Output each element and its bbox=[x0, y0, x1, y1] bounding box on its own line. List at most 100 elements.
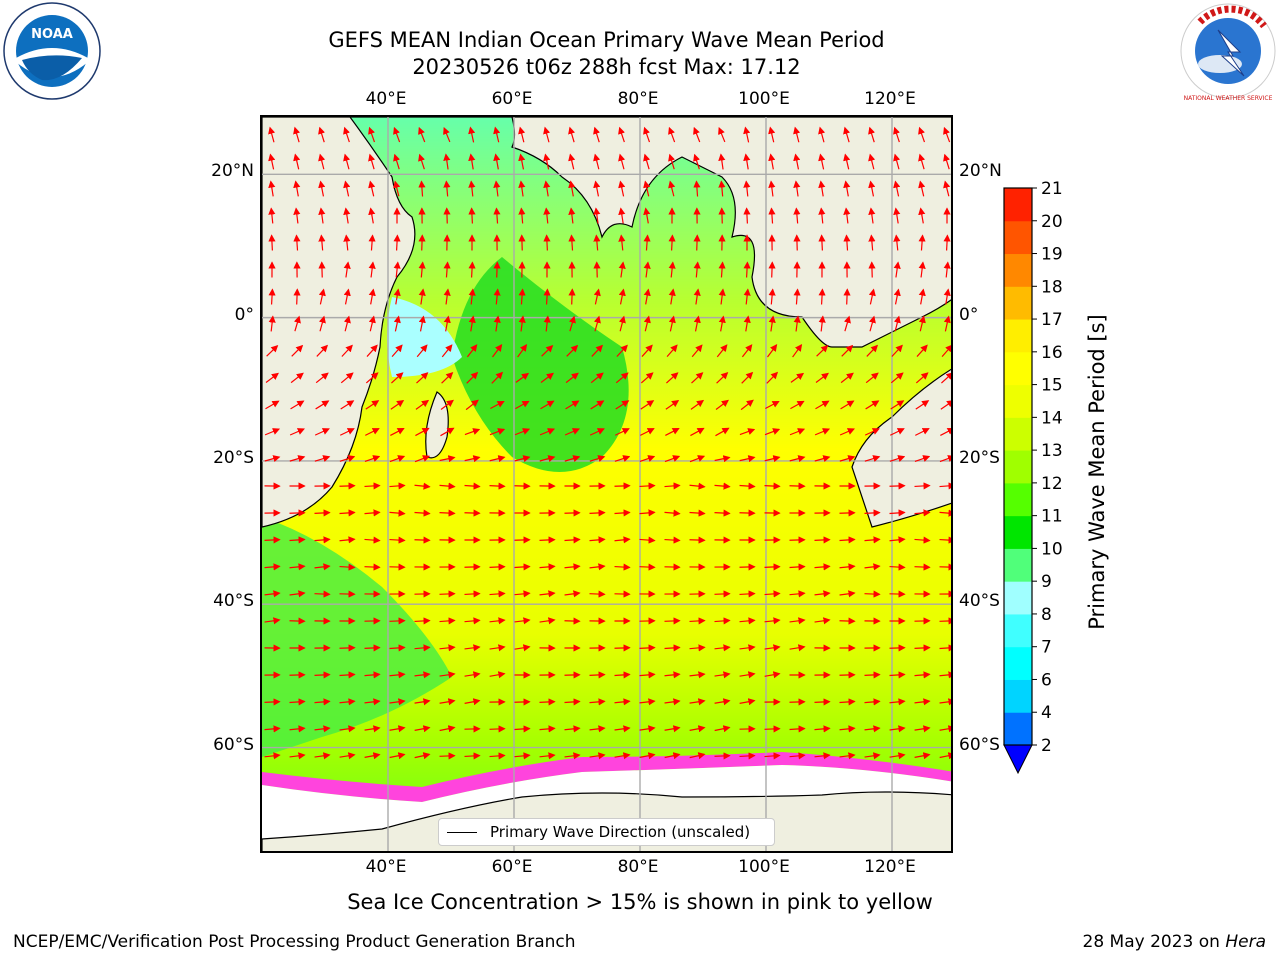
wave-arrow bbox=[493, 207, 501, 224]
wave-arrow bbox=[265, 372, 279, 383]
colorbar-segment bbox=[1004, 548, 1032, 582]
wave-arrow bbox=[914, 671, 931, 679]
wave-arrow bbox=[693, 315, 701, 332]
chart-subtitle: 20230526 t06z 288h fcst Max: 17.12 bbox=[412, 55, 801, 79]
wave-arrow bbox=[916, 344, 928, 357]
wave-arrow bbox=[643, 315, 651, 332]
wave-arrow bbox=[393, 234, 401, 251]
wave-arrow bbox=[593, 180, 601, 197]
wave-arrow bbox=[614, 509, 631, 517]
wave-arrow bbox=[764, 617, 781, 625]
wave-arrow bbox=[643, 288, 651, 305]
wave-arrow bbox=[639, 455, 656, 463]
wave-arrow bbox=[315, 372, 329, 384]
wave-arrow bbox=[790, 400, 805, 410]
wave-arrow bbox=[939, 536, 951, 544]
wave-arrow bbox=[943, 261, 951, 278]
wave-arrow bbox=[641, 344, 653, 357]
wave-arrow bbox=[815, 400, 830, 410]
wave-arrow bbox=[443, 207, 451, 224]
wave-arrow bbox=[664, 671, 681, 679]
wave-arrow bbox=[593, 315, 601, 332]
wave-arrow bbox=[689, 725, 706, 733]
wave-arrow bbox=[739, 482, 756, 490]
wave-arrow bbox=[668, 153, 675, 170]
wave-arrow bbox=[739, 644, 756, 652]
wave-arrow bbox=[589, 698, 606, 706]
lon-tick-top: 100°E bbox=[738, 89, 790, 109]
wave-arrow bbox=[318, 180, 326, 197]
wave-arrow bbox=[639, 671, 656, 679]
wave-arrow bbox=[564, 725, 581, 733]
wave-arrow bbox=[514, 590, 531, 598]
wave-arrow bbox=[468, 126, 476, 143]
wave-arrow bbox=[693, 153, 700, 170]
wave-arrow bbox=[368, 207, 376, 224]
wave-arrow bbox=[792, 343, 803, 358]
wave-arrow bbox=[418, 315, 426, 332]
wave-arrow bbox=[789, 455, 806, 463]
wave-arrow bbox=[268, 153, 276, 170]
colorbar-tick-label: 21 bbox=[1041, 180, 1063, 199]
wave-arrow bbox=[293, 153, 301, 170]
wave-arrow bbox=[814, 536, 831, 544]
wave-arrow bbox=[343, 126, 350, 143]
wave-arrow bbox=[268, 207, 276, 224]
wave-arrow bbox=[814, 617, 831, 625]
footer-host: Hera bbox=[1225, 932, 1266, 952]
wave-arrow bbox=[439, 752, 456, 760]
wave-arrow bbox=[440, 427, 455, 437]
wave-arrow bbox=[743, 207, 751, 224]
colorbar-segment bbox=[1004, 712, 1032, 746]
wave-arrow bbox=[443, 288, 451, 305]
wave-arrow bbox=[268, 315, 276, 332]
wave-arrow bbox=[814, 752, 831, 760]
period-region-green bbox=[452, 257, 629, 472]
wave-arrow bbox=[564, 698, 581, 706]
wave-arrow bbox=[939, 725, 951, 733]
wave-arrow bbox=[518, 153, 526, 170]
wave-arrow bbox=[643, 153, 651, 170]
wave-arrow bbox=[714, 617, 731, 625]
wave-arrow bbox=[293, 180, 301, 197]
wave-arrow bbox=[764, 752, 781, 760]
wave-arrow bbox=[293, 126, 301, 143]
wave-arrow bbox=[864, 752, 881, 760]
nws-logo: NATIONAL WEATHER SERVICE bbox=[1180, 3, 1276, 102]
wave-arrow bbox=[364, 698, 381, 706]
wave-arrow bbox=[766, 371, 779, 384]
wave-arrow bbox=[864, 536, 881, 544]
wave-arrow bbox=[764, 644, 781, 652]
wave-arrow bbox=[941, 344, 951, 358]
wave-arrow bbox=[518, 207, 526, 224]
wave-arrow bbox=[393, 261, 401, 278]
colorbar-segment bbox=[1004, 220, 1032, 255]
wave-arrow bbox=[368, 234, 376, 251]
wave-arrow bbox=[418, 234, 426, 251]
wave-arrow bbox=[843, 180, 851, 197]
lon-tick-bottom: 80°E bbox=[617, 857, 659, 877]
wave-arrow bbox=[364, 644, 381, 652]
wave-arrow bbox=[265, 400, 280, 410]
wave-arrow bbox=[418, 288, 426, 305]
wave-arrow bbox=[414, 509, 431, 517]
wave-arrow bbox=[443, 126, 451, 143]
colorbar-segment bbox=[1004, 581, 1032, 615]
wave-arrow bbox=[443, 315, 451, 332]
wave-arrow bbox=[343, 234, 351, 251]
wave-arrow bbox=[493, 126, 501, 143]
wave-arrow bbox=[889, 563, 906, 571]
wave-arrow bbox=[318, 315, 326, 332]
colorbar: 2 4 6 7 8 9 10 11 12 13 14 15 16 17 18 19 20 21 bbox=[1003, 180, 1063, 775]
wave-arrow bbox=[864, 698, 881, 706]
period-region-west bbox=[262, 517, 452, 757]
wave-arrow bbox=[614, 725, 631, 733]
wave-arrow bbox=[843, 234, 851, 251]
footer-left: NCEP/EMC/Verification Post Processing Pr… bbox=[13, 932, 576, 952]
wave-arrow bbox=[943, 234, 951, 251]
wave-arrow bbox=[593, 126, 600, 143]
wave-arrow bbox=[564, 752, 581, 760]
wave-arrow bbox=[339, 509, 356, 517]
chart-title: GEFS MEAN Indian Ocean Primary Wave Mean… bbox=[328, 28, 885, 52]
colorbar-segment bbox=[1004, 515, 1032, 549]
